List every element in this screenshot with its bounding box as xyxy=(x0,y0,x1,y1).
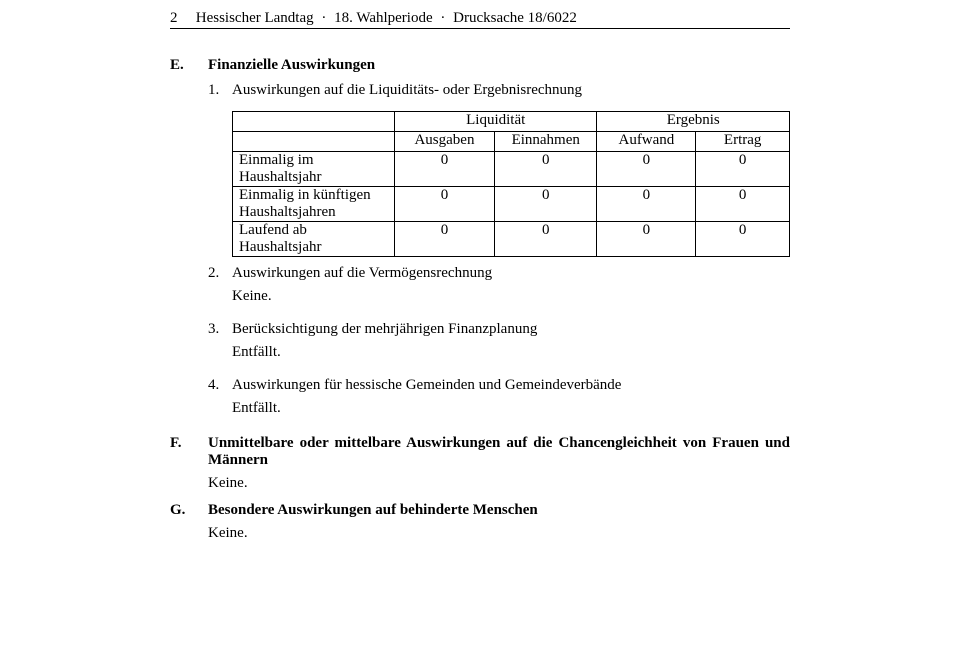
table-col-header: Ausgaben xyxy=(394,132,494,152)
table-cell: 0 xyxy=(394,222,494,257)
table-row: Einmalig in künftigen Haushaltsjahren 0 … xyxy=(233,187,790,222)
section-title: Besondere Auswirkungen auf behinderte Me… xyxy=(208,502,790,519)
header-body: Hessischer Landtag xyxy=(196,10,314,26)
table-cell: 0 xyxy=(597,152,696,187)
running-header: 2 Hessischer Landtag · 18. Wahlperiode ·… xyxy=(170,10,790,29)
table-cell: 0 xyxy=(394,187,494,222)
table-cell: 0 xyxy=(394,152,494,187)
section-value: Keine. xyxy=(208,525,790,542)
table-col-header: Aufwand xyxy=(597,132,696,152)
table-row-label: Einmalig in künftigen Haushaltsjahren xyxy=(233,187,395,222)
header-doc: Drucksache 18/6022 xyxy=(453,10,577,26)
item-value: Entfällt. xyxy=(232,400,790,417)
page-number: 2 xyxy=(170,10,192,27)
section-g: G. Besondere Auswirkungen auf behinderte… xyxy=(170,502,790,542)
section-f: F. Unmittelbare oder mittelbare Auswirku… xyxy=(170,435,790,492)
table-cell: 0 xyxy=(495,187,597,222)
table-cell: 0 xyxy=(696,152,790,187)
table-cell: 0 xyxy=(495,152,597,187)
section-title: Unmittelbare oder mittelbare Auswirkunge… xyxy=(208,435,790,469)
separator-dot: · xyxy=(317,10,330,26)
table-group-header: Ergebnis xyxy=(597,112,790,132)
item-number: 3. xyxy=(208,321,232,369)
item-title: Auswirkungen für hessische Gemeinden und… xyxy=(232,377,790,394)
separator-dot: · xyxy=(436,10,449,26)
finance-table: Liquidität Ergebnis Ausgaben Einnahmen A… xyxy=(232,111,790,257)
item-number: 2. xyxy=(208,265,232,313)
table-cell-empty xyxy=(233,132,395,152)
item-number: 1. xyxy=(208,82,232,105)
item-3: 3. Berücksichtigung der mehrjährigen Fin… xyxy=(208,321,790,369)
section-label: F. xyxy=(170,435,208,492)
section-title: Finanzielle Auswirkungen xyxy=(208,57,790,74)
item-title: Auswirkungen auf die Vermögensrechnung xyxy=(232,265,790,282)
header-period: 18. Wahlperiode xyxy=(334,10,433,26)
item-value: Entfällt. xyxy=(232,344,790,361)
table-row: Laufend ab Haushaltsjahr 0 0 0 0 xyxy=(233,222,790,257)
item-title: Auswirkungen auf die Liquiditäts- oder E… xyxy=(232,82,790,99)
table-group-header: Liquidität xyxy=(394,112,597,132)
item-1: 1. Auswirkungen auf die Liquiditäts- ode… xyxy=(208,82,790,105)
table-cell: 0 xyxy=(696,187,790,222)
section-e: E. Finanzielle Auswirkungen 1. Auswirkun… xyxy=(170,57,790,425)
section-label: E. xyxy=(170,57,208,425)
table-col-header: Einnahmen xyxy=(495,132,597,152)
table-col-header: Ertrag xyxy=(696,132,790,152)
table-row-label: Einmalig im Haushaltsjahr xyxy=(233,152,395,187)
table-cell-empty xyxy=(233,112,395,132)
table-row-label: Laufend ab Haushaltsjahr xyxy=(233,222,395,257)
section-label: G. xyxy=(170,502,208,542)
table-cell: 0 xyxy=(597,222,696,257)
item-2: 2. Auswirkungen auf die Vermögensrechnun… xyxy=(208,265,790,313)
item-4: 4. Auswirkungen für hessische Gemeinden … xyxy=(208,377,790,425)
document-page: 2 Hessischer Landtag · 18. Wahlperiode ·… xyxy=(0,0,960,542)
table-row: Einmalig im Haushaltsjahr 0 0 0 0 xyxy=(233,152,790,187)
table-cell: 0 xyxy=(495,222,597,257)
item-number: 4. xyxy=(208,377,232,425)
section-value: Keine. xyxy=(208,475,790,492)
table-cell: 0 xyxy=(597,187,696,222)
item-title: Berücksichtigung der mehrjährigen Finanz… xyxy=(232,321,790,338)
table-header-cols: Ausgaben Einnahmen Aufwand Ertrag xyxy=(233,132,790,152)
table-header-group: Liquidität Ergebnis xyxy=(233,112,790,132)
item-value: Keine. xyxy=(232,288,790,305)
table-cell: 0 xyxy=(696,222,790,257)
